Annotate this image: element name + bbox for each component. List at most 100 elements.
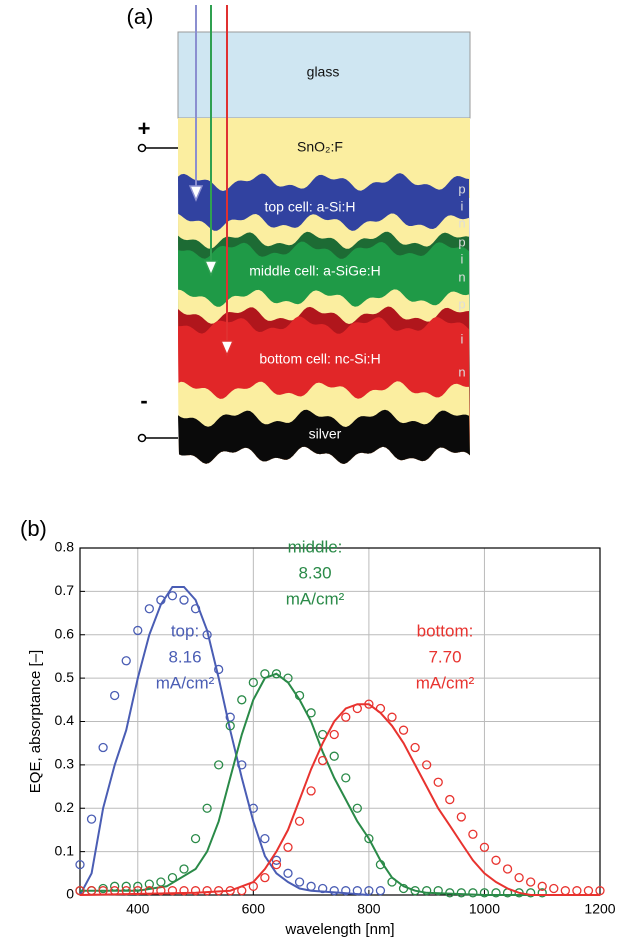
arrow-head bbox=[188, 185, 204, 202]
layer-label: SnO₂:F bbox=[297, 139, 343, 155]
data-point bbox=[156, 886, 166, 896]
data-point bbox=[364, 699, 374, 709]
junction-label: i bbox=[461, 331, 464, 346]
x-tick-label: 600 bbox=[242, 901, 266, 917]
arrow-head bbox=[219, 340, 235, 357]
data-point bbox=[364, 886, 374, 896]
data-point bbox=[387, 877, 397, 887]
annotation: 8.16 bbox=[168, 647, 201, 666]
data-point bbox=[479, 888, 490, 898]
junction-label: n bbox=[458, 364, 465, 379]
data-point bbox=[341, 712, 351, 722]
data-point bbox=[283, 673, 293, 683]
data-point bbox=[225, 721, 235, 731]
data-point bbox=[294, 690, 305, 701]
y-tick-label: 0.8 bbox=[55, 539, 75, 555]
data-point bbox=[133, 625, 143, 636]
layer-label: glass bbox=[307, 64, 340, 80]
y-tick-label: 0.1 bbox=[55, 842, 75, 858]
data-point bbox=[214, 664, 224, 675]
data-point bbox=[445, 794, 455, 805]
data-point bbox=[156, 877, 166, 887]
data-point bbox=[560, 886, 570, 896]
data-point bbox=[456, 812, 466, 822]
y-tick-label: 0 bbox=[66, 886, 74, 902]
data-point bbox=[422, 886, 432, 896]
fit-line bbox=[80, 672, 600, 896]
x-tick-label: 1200 bbox=[584, 901, 615, 917]
data-point bbox=[410, 742, 420, 753]
data-point bbox=[237, 760, 247, 770]
y-tick-label: 0.7 bbox=[55, 582, 75, 598]
x-tick-label: 1000 bbox=[469, 901, 500, 917]
data-point bbox=[341, 886, 351, 896]
annotation: 7.70 bbox=[428, 647, 461, 666]
data-point bbox=[433, 886, 443, 896]
data-point bbox=[179, 864, 189, 874]
data-point bbox=[225, 712, 235, 722]
annotation: bottom: bbox=[417, 621, 474, 640]
data-point bbox=[283, 842, 293, 852]
data-point bbox=[352, 803, 362, 813]
data-point bbox=[75, 859, 85, 870]
data-point bbox=[595, 886, 605, 896]
chart: (b) 0 0.1 0.2 0.3 0.4 0.5 0.6 0.7 0.8 400 600 800 10… bbox=[20, 516, 616, 938]
data-point bbox=[121, 656, 131, 666]
data-point bbox=[260, 669, 270, 679]
y-tick-label: 0.3 bbox=[55, 756, 75, 772]
data-point bbox=[572, 886, 582, 896]
data-point bbox=[98, 886, 108, 896]
data-point bbox=[133, 881, 143, 891]
data-point bbox=[190, 886, 201, 896]
annotation: mA/cm² bbox=[286, 589, 345, 608]
data-point bbox=[341, 773, 351, 783]
junction-label: n bbox=[458, 269, 465, 284]
data-point bbox=[398, 883, 409, 894]
data-point bbox=[433, 777, 443, 787]
arrow-head bbox=[203, 260, 219, 277]
junction-label: n bbox=[458, 215, 465, 230]
data-point bbox=[398, 725, 409, 735]
y-tick-label: 0.4 bbox=[55, 712, 75, 728]
data-point bbox=[537, 881, 547, 891]
data-point bbox=[387, 712, 397, 722]
data-point bbox=[167, 873, 178, 883]
data-point bbox=[294, 877, 305, 887]
annotation: mA/cm² bbox=[156, 673, 215, 692]
data-point bbox=[283, 868, 293, 878]
data-point bbox=[179, 595, 189, 605]
terminal bbox=[137, 433, 147, 443]
layer-band bbox=[178, 409, 470, 464]
data-point bbox=[75, 886, 85, 896]
x-tick-label: 800 bbox=[357, 901, 381, 917]
data-point bbox=[248, 803, 258, 813]
data-point bbox=[98, 742, 108, 753]
data-point bbox=[306, 881, 316, 891]
layer-label: bottom cell: nc-Si:H bbox=[259, 351, 380, 367]
panel-label: (b) bbox=[20, 516, 47, 541]
terminal bbox=[137, 143, 147, 153]
data-point bbox=[144, 886, 154, 896]
plot-frame bbox=[79, 547, 601, 896]
data-point bbox=[110, 690, 120, 701]
data-point bbox=[260, 873, 270, 883]
fit-line bbox=[79, 586, 369, 896]
data-point bbox=[375, 703, 386, 714]
data-point bbox=[86, 814, 97, 824]
data-point bbox=[352, 703, 362, 714]
data-point bbox=[237, 695, 247, 705]
data-point bbox=[375, 859, 386, 870]
data-point bbox=[329, 751, 339, 761]
data-point bbox=[190, 833, 201, 844]
junction-label: i bbox=[461, 198, 464, 213]
data-point bbox=[526, 888, 536, 898]
data-point bbox=[329, 886, 339, 896]
data-point bbox=[549, 883, 559, 894]
data-point bbox=[445, 888, 455, 898]
data-point bbox=[329, 729, 339, 740]
data-point bbox=[190, 604, 201, 614]
data-point bbox=[352, 886, 362, 896]
data-point bbox=[318, 883, 328, 894]
